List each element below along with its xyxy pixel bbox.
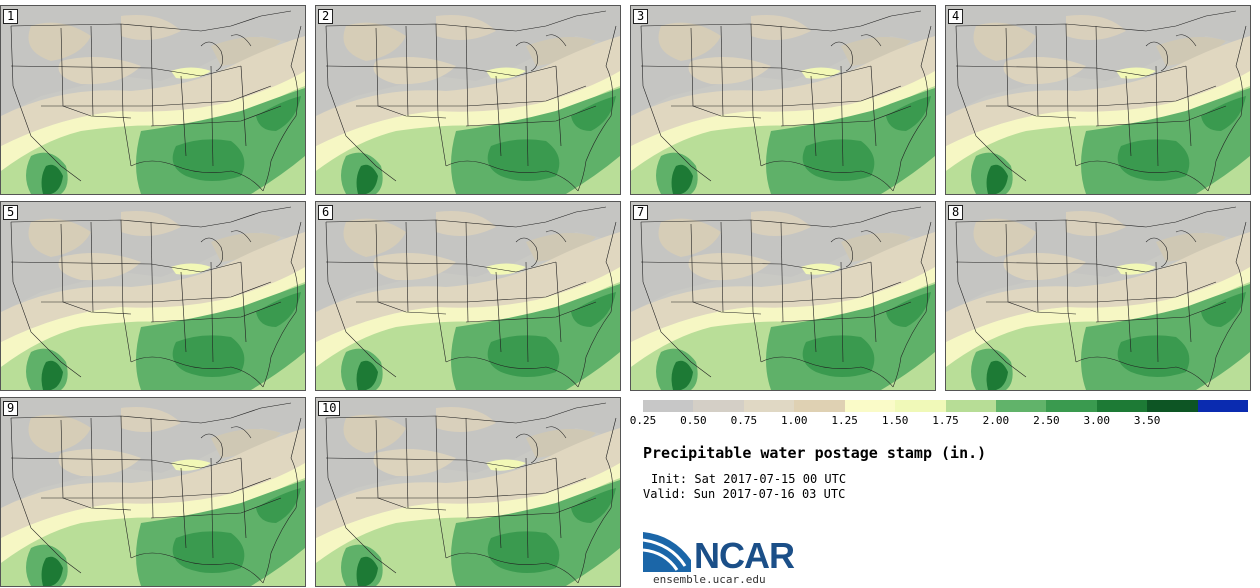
panel-number: 7 xyxy=(633,205,649,220)
panel-number: 2 xyxy=(318,9,334,24)
ensemble-panel-7: 7 xyxy=(630,201,936,391)
panel-number: 8 xyxy=(948,205,964,220)
panel-number: 10 xyxy=(318,401,341,416)
color-scale-tick-label: 0.25 xyxy=(629,414,657,427)
ensemble-panel-5: 5 xyxy=(0,201,306,391)
color-scale-segment xyxy=(844,400,896,412)
precipitable-water-map xyxy=(1,398,305,586)
precipitable-water-map xyxy=(316,398,620,586)
color-scale-segment xyxy=(643,400,694,412)
valid-time: Valid: Sun 2017-07-16 03 UTC xyxy=(643,487,846,501)
panel-number: 4 xyxy=(948,9,964,24)
precipitable-water-map xyxy=(1,6,305,194)
ensemble-panel-3: 3 xyxy=(630,5,936,195)
color-scale-segment xyxy=(743,400,795,412)
color-scale-tick-label: 3.00 xyxy=(1083,414,1111,427)
panel-number: 5 xyxy=(3,205,19,220)
color-scale-segment xyxy=(945,400,996,412)
precipitable-water-map xyxy=(1,202,305,390)
color-scale-segment xyxy=(995,400,1047,412)
ensemble-panel-8: 8 xyxy=(945,201,1251,391)
color-scale-bar xyxy=(643,400,1249,412)
precipitable-water-map xyxy=(631,202,935,390)
ncar-logo-icon xyxy=(643,532,691,572)
color-scale-tick-label: 1.25 xyxy=(831,414,858,427)
color-scale-tick-label: 2.00 xyxy=(982,414,1010,427)
site-url[interactable]: ensemble.ucar.edu xyxy=(653,573,766,586)
ensemble-panel-1: 1 xyxy=(0,5,306,195)
ensemble-panel-10: 10 xyxy=(315,397,621,587)
color-scale-tick-label: 2.50 xyxy=(1033,414,1060,427)
ensemble-panel-6: 6 xyxy=(315,201,621,391)
precipitable-water-map xyxy=(946,6,1250,194)
precipitable-water-map xyxy=(946,202,1250,390)
chart-title: Precipitable water postage stamp (in.) xyxy=(643,444,987,462)
panel-number: 9 xyxy=(3,401,19,416)
color-scale-tick-label: 3.50 xyxy=(1133,414,1161,427)
color-scale-segment xyxy=(794,400,845,412)
color-scale-tick-label: 1.50 xyxy=(881,414,909,427)
color-scale-tick-label: 0.75 xyxy=(730,414,758,427)
panel-number: 1 xyxy=(3,9,19,24)
color-scale-segment xyxy=(895,400,946,412)
color-scale-segment xyxy=(1096,400,1148,412)
color-scale-tick-label: 1.00 xyxy=(781,414,808,427)
color-scale-ticks: 0.25 0.50 0.75 1.00 1.25 1.50 1.75 2.00 2.50 3.00… xyxy=(630,414,1260,430)
color-scale-segment xyxy=(1147,400,1198,412)
ncar-wordmark: NCAR xyxy=(694,535,795,576)
color-scale-segment xyxy=(1046,400,1097,412)
precipitable-water-map xyxy=(316,202,620,390)
init-time: Init: Sat 2017-07-15 00 UTC xyxy=(651,472,847,486)
precipitable-water-map xyxy=(316,6,620,194)
ensemble-panel-4: 4 xyxy=(945,5,1251,195)
color-scale-segment xyxy=(1197,400,1249,412)
color-scale-segment xyxy=(693,400,744,412)
ensemble-panel-2: 2 xyxy=(315,5,621,195)
color-scale-tick-label: 0.50 xyxy=(680,414,707,427)
panel-number: 6 xyxy=(318,205,334,220)
panel-number: 3 xyxy=(633,9,649,24)
precipitable-water-map xyxy=(631,6,935,194)
ensemble-panel-9: 9 xyxy=(0,397,306,587)
color-scale-tick-label: 1.75 xyxy=(932,414,959,427)
